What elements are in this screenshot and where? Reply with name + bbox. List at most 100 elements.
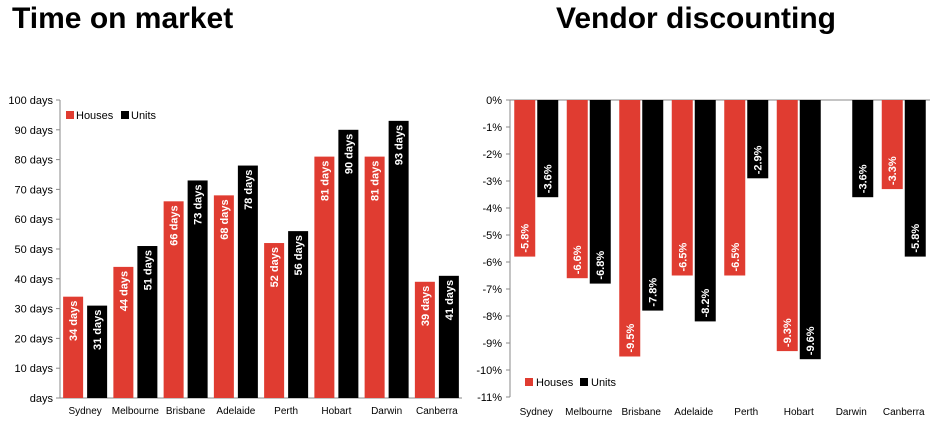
houses-data-label: 68 days: [219, 199, 231, 239]
x-tick-label: Hobart: [784, 407, 814, 418]
units-data-label: -2.9%: [753, 145, 765, 174]
legend-label-houses: Houses: [76, 110, 114, 122]
units-data-label: 78 days: [243, 170, 255, 210]
units-data-label: -9.6%: [805, 326, 817, 355]
y-tick-label: -4%: [482, 203, 502, 215]
units-data-label: -3.6%: [543, 164, 555, 193]
x-tick-label: Sydney: [68, 406, 101, 417]
units-data-label: 56 days: [293, 235, 305, 275]
units-data-label: -8.2%: [700, 288, 712, 317]
houses-data-label: -3.3%: [887, 156, 899, 185]
units-bar-sydney: [537, 100, 559, 198]
houses-data-label: 66 days: [169, 205, 181, 245]
houses-bar-sydney: [514, 100, 536, 257]
x-tick-label: Sydney: [520, 407, 553, 418]
units-bar-sydney: [87, 305, 108, 398]
units-bar-darwin: [852, 100, 874, 198]
y-tick-label: 60 days: [14, 214, 53, 226]
houses-data-label: 81 days: [370, 161, 382, 201]
x-tick-label: Adelaide: [674, 407, 713, 418]
y-tick-label: 80 days: [14, 155, 53, 167]
x-tick-label: Canberra: [883, 407, 925, 418]
y-tick-label: 70 days: [14, 184, 53, 196]
houses-data-label: -5.8%: [520, 224, 532, 253]
time-on-market-title: Time on market: [12, 2, 234, 35]
houses-data-label: 39 days: [420, 286, 432, 326]
houses-data-label: -6.5%: [677, 243, 689, 272]
y-tick-label: days: [30, 393, 54, 405]
houses-bar-perth: [264, 243, 285, 398]
units-bar-hobart: [799, 100, 821, 360]
houses-bar-hobart: [314, 156, 335, 398]
legend-swatch-houses: [525, 378, 533, 386]
y-tick-label: -7%: [482, 284, 502, 296]
x-tick-label: Perth: [274, 406, 298, 417]
y-tick-label: 50 days: [14, 244, 53, 256]
y-tick-label: -8%: [482, 311, 502, 323]
legend-label-units: Units: [131, 110, 157, 122]
houses-data-label: 81 days: [319, 161, 331, 201]
houses-bar-hobart: [776, 100, 798, 352]
x-tick-label: Hobart: [321, 406, 351, 417]
units-bar-brisbane: [642, 100, 664, 311]
x-tick-label: Adelaide: [216, 406, 255, 417]
y-tick-label: 100 days: [8, 95, 53, 107]
houses-data-label: 44 days: [118, 271, 130, 311]
units-data-label: -7.8%: [648, 278, 660, 307]
units-bar-darwin: [388, 120, 409, 399]
y-tick-label: 10 days: [14, 363, 53, 375]
units-bar-perth: [288, 231, 309, 398]
y-tick-label: -9%: [482, 338, 502, 350]
houses-data-label: -6.5%: [730, 243, 742, 272]
units-bar-hobart: [338, 129, 359, 399]
units-data-label: -5.8%: [910, 224, 922, 253]
units-bar-canberra: [904, 100, 926, 257]
x-tick-label: Darwin: [371, 406, 402, 417]
y-tick-label: -1%: [482, 122, 502, 134]
units-data-label: 73 days: [193, 184, 205, 224]
units-bar-melbourne: [589, 100, 611, 284]
houses-bar-brisbane: [619, 100, 641, 357]
houses-bar-perth: [724, 100, 746, 276]
y-tick-label: -11%: [477, 392, 502, 404]
houses-bar-darwin: [364, 156, 385, 398]
x-tick-label: Perth: [734, 407, 758, 418]
legend-swatch-units: [121, 111, 129, 119]
y-tick-label: -5%: [482, 230, 502, 242]
houses-bar-adelaide: [671, 100, 693, 276]
y-tick-label: -3%: [482, 176, 502, 188]
units-data-label: -3.6%: [858, 164, 870, 193]
vendor-discounting-title: Vendor discounting: [556, 2, 837, 35]
x-tick-label: Melbourne: [565, 407, 613, 418]
y-tick-label: -6%: [482, 257, 502, 269]
units-bar-brisbane: [187, 180, 208, 398]
houses-data-label: -6.6%: [572, 245, 584, 274]
y-tick-label: -2%: [482, 149, 502, 161]
units-bar-adelaide: [237, 165, 258, 398]
units-data-label: 90 days: [343, 134, 355, 174]
units-data-label: -6.8%: [595, 251, 607, 280]
houses-data-label: -9.5%: [625, 324, 637, 353]
units-bar-canberra: [438, 275, 459, 398]
houses-data-label: -9.3%: [782, 318, 794, 347]
legend-swatch-units: [580, 378, 588, 386]
units-bar-perth: [747, 100, 769, 179]
units-bar-melbourne: [137, 246, 158, 398]
legend-swatch-houses: [66, 111, 74, 119]
x-tick-label: Brisbane: [622, 407, 662, 418]
units-data-label: 41 days: [444, 280, 456, 320]
houses-bar-canberra: [414, 281, 435, 398]
units-data-label: 31 days: [92, 310, 104, 350]
houses-bar-melbourne: [113, 266, 134, 398]
units-data-label: 51 days: [142, 250, 154, 290]
y-tick-label: 0%: [486, 95, 502, 107]
y-tick-label: 40 days: [14, 274, 53, 286]
legend-label-houses: Houses: [536, 377, 574, 389]
houses-bar-sydney: [63, 296, 84, 398]
y-tick-label: 20 days: [14, 333, 53, 345]
x-tick-label: Melbourne: [112, 406, 160, 417]
houses-data-label: 34 days: [68, 301, 80, 341]
y-tick-label: -10%: [476, 365, 502, 377]
x-tick-label: Darwin: [836, 407, 867, 418]
